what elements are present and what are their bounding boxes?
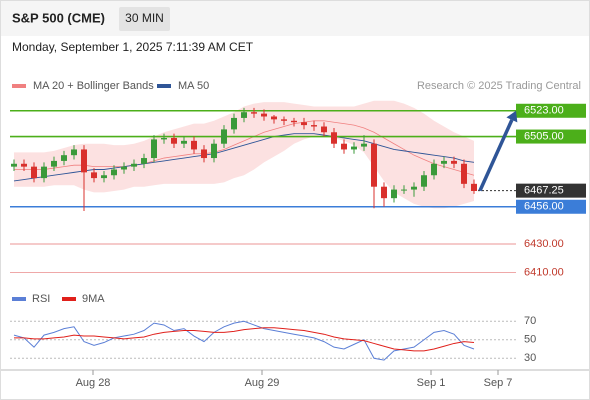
candle-body [11, 163, 17, 167]
candle-body [241, 112, 247, 118]
legend-label: MA 20 + Bollinger Bands [33, 80, 154, 92]
candle-body [381, 186, 387, 199]
x-tick-label: Aug 28 [76, 377, 111, 389]
level-label: 6430.00 [524, 238, 564, 250]
candle-body [301, 122, 307, 126]
candle-body [441, 160, 447, 164]
candle-body [411, 186, 417, 190]
candle-body [221, 129, 227, 144]
x-tick-label: Sep 1 [417, 377, 446, 389]
arrow-head [506, 110, 518, 123]
candle-body [61, 155, 67, 161]
level-tag [516, 129, 586, 144]
level-label: 6523.00 [524, 105, 564, 117]
candle-body [251, 112, 257, 114]
candle-body [41, 166, 47, 179]
timestamp: Monday, September 1, 2025 7:11:39 AM CET [12, 40, 254, 54]
legend-swatch [157, 84, 171, 88]
candle-body [161, 137, 167, 140]
candle-body [461, 163, 467, 184]
candle-body [471, 183, 477, 191]
candle-body [211, 143, 217, 159]
interval[interactable]: 30 MIN [125, 11, 164, 25]
candle-body [401, 189, 407, 191]
legend-swatch [12, 297, 26, 301]
candle-body [101, 175, 107, 179]
candle-body [431, 163, 437, 176]
candle-body [81, 149, 87, 173]
candle-body [281, 119, 287, 121]
legend-label: 9MA [82, 293, 105, 305]
y-tick-label: 50 [524, 334, 536, 346]
indicator-line [14, 327, 475, 352]
candle-body [151, 139, 157, 159]
y-tick-label: 30 [524, 352, 536, 364]
candle-body [21, 163, 27, 167]
forecast-arrow [478, 119, 514, 192]
candle-body [341, 143, 347, 150]
bollinger-band [14, 100, 474, 209]
indicator-line [13, 320, 475, 361]
candle-body [191, 140, 197, 150]
legend-label: RSI [32, 293, 50, 305]
symbol: S&P 500 (CME) [12, 10, 105, 25]
candle-body [331, 132, 337, 144]
header-bar [1, 1, 589, 36]
level-label: 6410.00 [524, 267, 564, 279]
candle-body [51, 160, 57, 167]
interval-badge[interactable] [119, 7, 170, 31]
level-tag [516, 183, 586, 198]
candle-body [141, 158, 147, 164]
ma20-line [14, 120, 475, 176]
candle-body [31, 166, 37, 179]
legend-label: MA 50 [178, 80, 209, 92]
y-tick-label: 70 [524, 315, 536, 327]
level-label: 6505.00 [524, 130, 564, 142]
candle-body [91, 172, 97, 179]
candle-body [231, 117, 237, 130]
candle-body [451, 160, 457, 164]
candle-body [131, 163, 137, 167]
candle-body [391, 189, 397, 199]
candle-body [361, 143, 367, 147]
legend-swatch [12, 84, 26, 88]
candle-body [181, 140, 187, 144]
level-tag [516, 199, 586, 214]
candle-body [311, 125, 317, 127]
candle-body [121, 166, 127, 170]
level-label: 6456.00 [524, 201, 564, 213]
candle-body [71, 149, 77, 156]
candle-body [111, 169, 117, 176]
candle-body [421, 175, 427, 187]
candle-body [261, 113, 267, 117]
candle-body [171, 137, 177, 144]
candle-body [201, 149, 207, 159]
x-tick-label: Sep 7 [484, 377, 513, 389]
candle-body [351, 146, 357, 150]
legend-swatch [62, 297, 76, 301]
ma50-line [13, 133, 475, 182]
x-tick-label: Aug 29 [245, 377, 280, 389]
candle-body [371, 143, 377, 187]
candle-body [271, 116, 277, 120]
credit: Research © 2025 Trading Central [417, 80, 581, 92]
level-tag [516, 103, 586, 118]
candle-body [291, 120, 297, 123]
candle-body [321, 126, 327, 133]
level-label: 6467.25 [524, 185, 564, 197]
